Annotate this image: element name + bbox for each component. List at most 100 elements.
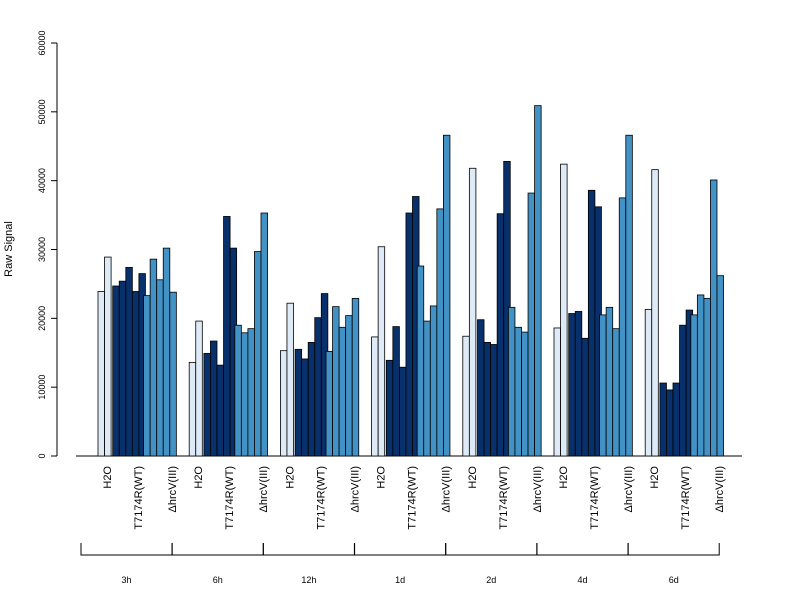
bar — [527, 192, 535, 457]
timepoint-label: 2d — [486, 575, 496, 585]
bar — [294, 348, 303, 457]
bar — [338, 326, 347, 457]
bar — [666, 389, 674, 457]
bar — [599, 314, 607, 457]
bar — [568, 313, 576, 457]
bar — [468, 167, 477, 457]
bar — [392, 326, 400, 457]
bars — [97, 105, 724, 457]
y-tick-label: 60000 — [37, 30, 47, 55]
timepoint-bracket — [627, 543, 720, 556]
y-tick-label: 0 — [37, 453, 47, 458]
group-label: ΔhrcV(III) — [623, 466, 635, 512]
bar — [156, 279, 164, 457]
bar — [436, 208, 444, 457]
bar — [672, 382, 680, 457]
bar — [703, 297, 711, 457]
timepoint-bracket — [80, 543, 173, 556]
bar — [416, 265, 425, 457]
bar — [169, 291, 177, 457]
bar — [507, 306, 516, 457]
bar — [112, 285, 120, 457]
bar — [162, 247, 171, 457]
group-label: H2O — [284, 466, 296, 489]
bar — [442, 134, 451, 457]
group-labels: H2O T7174R(WT) ΔhrcV(III) H2O T7174R(WT) Δhrc… — [102, 466, 726, 530]
y-tick-label: 40000 — [37, 168, 47, 193]
y-tick-label: 30000 — [37, 237, 47, 262]
group-label: ΔhrcV(III) — [714, 466, 726, 512]
bar — [234, 324, 242, 457]
bar — [679, 324, 687, 457]
bar — [345, 315, 353, 457]
bar — [423, 320, 431, 457]
group-label: H2O — [467, 466, 479, 489]
group-label: ΔhrcV(III) — [258, 466, 270, 512]
bar — [307, 342, 316, 457]
group-label: ΔhrcV(III) — [167, 466, 179, 512]
group-label: H2O — [193, 466, 205, 489]
bar — [301, 358, 309, 457]
bar — [690, 314, 698, 457]
group-label: ΔhrcV(III) — [441, 466, 453, 512]
bar — [131, 291, 140, 457]
bar — [149, 258, 158, 457]
group-label: T7174R(WT) — [133, 466, 145, 530]
bar — [97, 291, 105, 457]
group-label: T7174R(WT) — [589, 466, 601, 530]
timepoint-label: 1d — [395, 575, 405, 585]
bar — [483, 342, 491, 457]
group-label: T7174R(WT) — [315, 466, 327, 530]
bar — [240, 332, 249, 457]
bar — [490, 344, 498, 457]
group-label: T7174R(WT) — [680, 466, 692, 530]
bar — [332, 306, 340, 457]
y-axis-label: Raw Signal — [3, 221, 15, 277]
bar — [325, 350, 333, 457]
group-label: T7174R(WT) — [224, 466, 236, 530]
group-label: H2O — [649, 466, 661, 489]
bar — [716, 275, 724, 457]
bar — [534, 105, 542, 457]
group-label: T7174R(WT) — [407, 466, 419, 530]
bar — [385, 359, 394, 457]
bar — [210, 340, 218, 457]
bar — [247, 328, 255, 457]
timepoint-bracket — [536, 543, 629, 556]
bar — [216, 364, 224, 457]
y-tick-label: 20000 — [37, 306, 47, 331]
bar — [521, 331, 529, 457]
bar — [514, 326, 522, 457]
bar — [612, 328, 620, 457]
bar — [104, 256, 112, 457]
bar — [574, 311, 583, 457]
bar — [314, 317, 322, 457]
group-label: H2O — [376, 466, 388, 489]
timepoint-label: 3h — [121, 575, 131, 585]
bar — [279, 350, 288, 457]
bar — [351, 297, 360, 457]
timepoint-bracket — [262, 543, 355, 556]
bar — [618, 197, 627, 457]
group-label: T7174R(WT) — [498, 466, 510, 530]
bar — [398, 366, 407, 457]
bar — [651, 169, 659, 457]
bar — [605, 306, 614, 457]
y-tick-label: 10000 — [37, 375, 47, 400]
timepoint-brackets: 3h 6h 12h 1d 2d 4d 6d — [80, 543, 720, 585]
bar — [696, 294, 705, 457]
bar — [659, 382, 667, 457]
bar — [560, 163, 568, 457]
timepoint-bracket — [354, 543, 447, 556]
bar — [195, 320, 203, 457]
bar — [377, 246, 386, 457]
bar — [496, 213, 505, 457]
bar — [625, 134, 633, 457]
bar — [587, 189, 596, 457]
group-label: H2O — [558, 466, 570, 489]
group-label: ΔhrcV(III) — [532, 466, 544, 512]
bar — [118, 280, 127, 457]
timepoint-label: 6d — [669, 575, 679, 585]
bar — [371, 336, 379, 457]
